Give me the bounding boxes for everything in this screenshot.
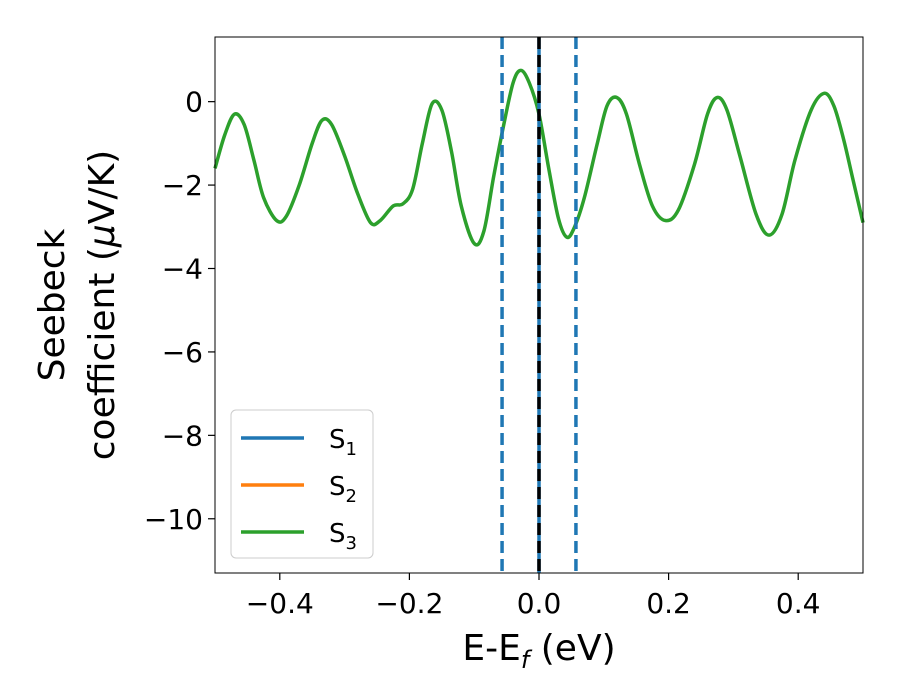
x-axis-ticks: −0.4 −0.2 0.0 0.2 0.4 xyxy=(246,573,821,620)
y-tick-label: −8 xyxy=(162,419,203,452)
series-line-s3 xyxy=(213,68,865,247)
y-tick-label: −4 xyxy=(162,253,203,286)
x-tick-label: −0.2 xyxy=(375,587,443,620)
legend-label-s1: S1 xyxy=(329,425,357,460)
x-tick-label: 0.2 xyxy=(646,587,691,620)
vertical-lines xyxy=(500,37,578,573)
legend-label-name: S xyxy=(329,519,346,549)
legend-label-sub: 1 xyxy=(346,439,357,460)
legend-label-s3: S3 xyxy=(329,519,357,554)
y-axis-ticks: 0 −2 −4 −6 −8 −10 xyxy=(144,86,215,536)
x-tick-label: 0.4 xyxy=(776,587,821,620)
series-group xyxy=(213,68,865,247)
x-tick-label: −0.4 xyxy=(246,587,314,620)
x-tick-label: 0.0 xyxy=(517,587,562,620)
y-tick-label: −10 xyxy=(144,503,203,536)
y-axis-title: Seebeck coefficient (μV/K) xyxy=(32,150,123,460)
y-tick-label: −2 xyxy=(162,169,203,202)
legend-label-sub: 3 xyxy=(346,533,357,554)
legend-label-name: S xyxy=(329,472,346,502)
y-tick-label: 0 xyxy=(185,86,203,119)
x-axis-title: E-Ef (eV) xyxy=(462,628,615,674)
legend-label-s2: S2 xyxy=(329,472,357,507)
legend-label-sub: 2 xyxy=(346,486,357,507)
y-axis-title-line1: Seebeck xyxy=(32,228,73,381)
y-tick-label: −6 xyxy=(162,336,203,369)
plot-frame xyxy=(214,36,864,574)
y-axis-title-line2: coefficient (μV/K) xyxy=(82,150,123,460)
legend-label-name: S xyxy=(329,425,346,455)
